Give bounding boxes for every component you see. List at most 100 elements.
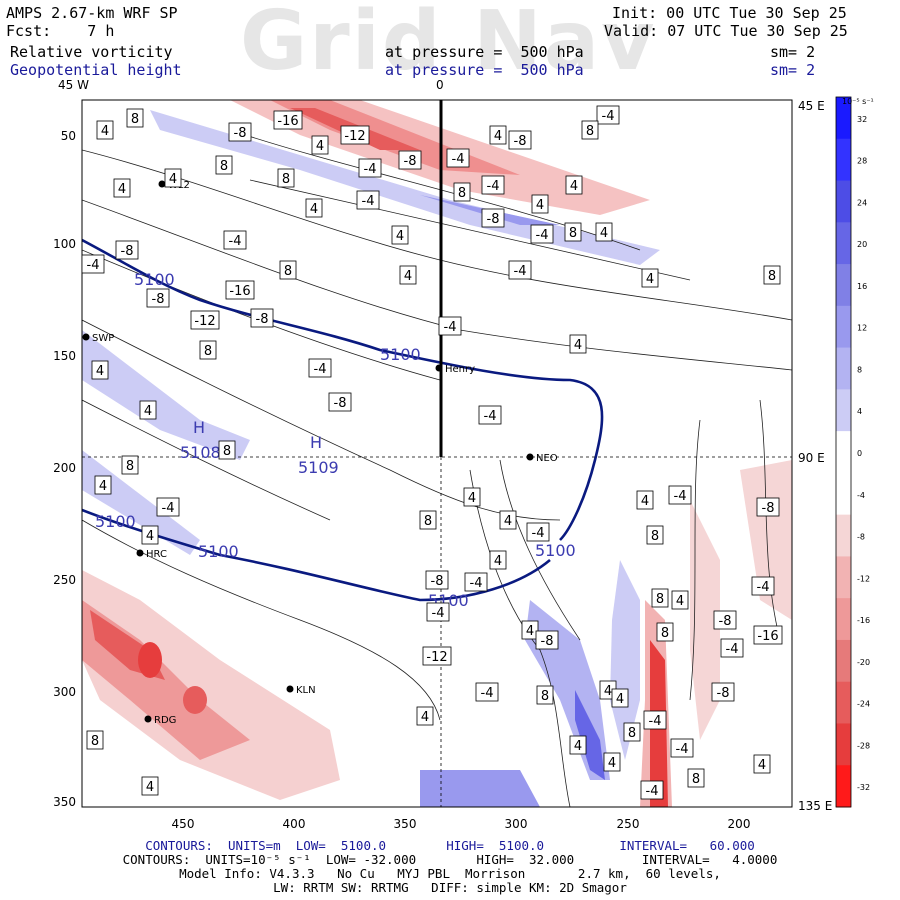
contour-label: -16 (757, 629, 778, 644)
colorbar-swatch (836, 556, 851, 599)
vorticity-extreme (183, 686, 207, 714)
contour-label-box (641, 268, 659, 288)
contour-label-box (96, 120, 114, 140)
pressure-vorticity: at pressure = 500 hPa (385, 43, 584, 61)
contour-label-box (535, 630, 559, 650)
contour-label: 4 (99, 479, 107, 494)
contour-label: 8 (692, 772, 700, 787)
contour-label: 4 (169, 172, 177, 187)
colorbar: 32 28 24 20 16 12 8 4 0 -4 -8 -12 -16 -20 -24 -28 -32 (835, 96, 870, 808)
station-marker (144, 715, 152, 723)
colorbar-swatch (836, 138, 851, 182)
contour-label: -8 (404, 154, 417, 169)
contour-label-box (156, 497, 180, 517)
valid-time: Valid: 07 UTC Tue 30 Sep 25 (604, 22, 848, 40)
contour-label-box (565, 175, 583, 195)
contour-label: -12 (344, 129, 365, 144)
contour-label-box (713, 610, 737, 630)
contour-label: 4 (101, 124, 109, 139)
positive-vorticity-streak (575, 690, 605, 780)
contour-label: 4 (118, 182, 126, 197)
lon-label-135e: 135 E (798, 799, 832, 813)
contour-label-box (651, 588, 669, 608)
contour-label-box (139, 400, 157, 420)
height-label: 5100 (95, 512, 136, 531)
contour-label-box (277, 168, 295, 188)
contour-label: 4 (468, 491, 476, 506)
colorbar-swatch (836, 765, 851, 808)
colorbar-swatch (836, 472, 851, 516)
contour-label: -4 (602, 109, 615, 124)
contour-label: 8 (126, 459, 134, 474)
contour-label-box (215, 155, 233, 175)
contour-label: -4 (444, 320, 457, 335)
contour-label-box (536, 685, 554, 705)
station-label: KLN (296, 685, 316, 696)
contour-label-box (121, 455, 139, 475)
colorbar-frame (835, 96, 852, 808)
height-label: 5100 (535, 541, 576, 560)
contour-label: -8 (431, 574, 444, 589)
contour-label: 4 (604, 684, 612, 699)
contour-label-box (640, 780, 664, 800)
contour-label: 4 (574, 739, 582, 754)
station-marker (435, 364, 443, 372)
colorbar-tick: 4 (857, 407, 862, 416)
colorbar-swatch (836, 639, 851, 683)
contour-label-box (438, 316, 462, 336)
contour-label-box (475, 682, 499, 702)
contour-label: -4 (470, 576, 483, 591)
contour-label-box (530, 224, 554, 244)
contour-label: -4 (487, 179, 500, 194)
contour-label-box (311, 135, 329, 155)
station-label: RDG (154, 715, 176, 726)
high-marker: H (193, 418, 205, 437)
station-marker (136, 549, 144, 557)
y-tick: 350 (53, 795, 76, 809)
height-label: 5100 (134, 270, 175, 289)
y-tick: 50 (61, 129, 76, 143)
contour-label: -4 (514, 264, 527, 279)
contour-info-vorticity: CONTOURS: UNITS=10⁻⁵ s⁻¹ LOW= -32.000 HI… (122, 852, 778, 867)
colorbar-tick: 20 (857, 240, 867, 249)
colorbar-tick: -32 (857, 783, 870, 792)
x-tick: 250 (617, 817, 640, 831)
colorbar-swatch (836, 347, 851, 390)
contour-label: -8 (234, 126, 247, 141)
contour-label-box (86, 730, 104, 750)
field-height-label: Geopotential height (10, 61, 182, 79)
contour-label: 8 (282, 172, 290, 187)
y-tick: 300 (53, 685, 76, 699)
contour-label-box (489, 550, 507, 570)
contour-label: 8 (541, 689, 549, 704)
station-marker (286, 685, 294, 693)
contour-label: -12 (426, 650, 447, 665)
colorbar-unit: 10⁻⁵ s⁻¹ (842, 97, 874, 106)
high-marker: H (310, 433, 322, 452)
contour-label-box (489, 125, 507, 145)
y-tick: 100 (53, 237, 76, 251)
contour-label: -4 (536, 228, 549, 243)
contour-label-box (308, 358, 332, 378)
contour-label: -8 (514, 134, 527, 149)
contour-label-box (356, 190, 380, 210)
contour-label-box (478, 405, 502, 425)
contour-label: 4 (310, 202, 318, 217)
contour-label: 4 (570, 179, 578, 194)
colorbar-tick: 12 (857, 324, 867, 333)
contour-label-box (751, 576, 775, 596)
map-frame (81, 99, 793, 808)
contour-label-box (464, 572, 488, 592)
positive-vorticity-streak (610, 560, 640, 760)
contour-label-box (623, 722, 641, 742)
contour-label: 8 (223, 444, 231, 459)
contour-label-box (164, 168, 182, 188)
contour-label-box (126, 108, 144, 128)
contour-label-box (569, 735, 587, 755)
contour-label-box (763, 265, 781, 285)
colorbar-tick: -28 (857, 741, 870, 750)
height-label: 5100 (380, 345, 421, 364)
contour-label-box (564, 222, 582, 242)
colorbar-tick: 24 (857, 198, 867, 207)
contour-label: 4 (526, 624, 534, 639)
